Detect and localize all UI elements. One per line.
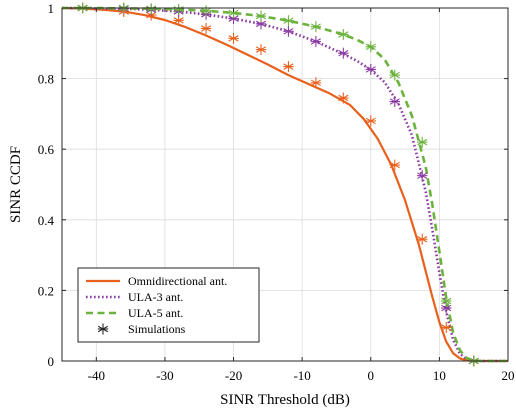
x-tick-label: 20: [502, 368, 515, 383]
simulation-marker: [145, 3, 157, 15]
x-tick-label: -30: [156, 368, 173, 383]
y-tick-label: 0.8: [38, 72, 54, 87]
y-tick-label: 0.2: [38, 283, 54, 298]
simulation-marker: [310, 21, 322, 33]
legend-item: Simulations: [97, 322, 186, 336]
simulation-marker: [255, 18, 267, 30]
y-axis-title: SINR CCDF: [8, 146, 24, 223]
y-tick-label: 1: [48, 1, 55, 16]
plot-frame: [61, 7, 509, 362]
legend-label: Simulations: [128, 322, 186, 336]
simulation-marker: [441, 321, 452, 333]
x-tick-label: -40: [88, 368, 105, 383]
legend-label: Omnidirectional ant.: [128, 274, 227, 288]
legend: Omnidirectional ant. ULA-3 ant. ULA-5 ant.…: [77, 267, 260, 343]
legend-item: Omnidirectional ant.: [86, 274, 227, 288]
simulation-marker: [283, 61, 294, 73]
legend-label: ULA-5 ant.: [128, 306, 183, 320]
simulation-marker: [389, 159, 401, 171]
simulation-marker: [255, 10, 267, 22]
simulation-marker: [97, 323, 109, 335]
axis-ticks: -40 -30 -20 -10 0 10 20 0 0.2 0.4 0.6 0.8 1: [38, 1, 515, 383]
y-tick-label: 0: [48, 354, 55, 369]
simulation-marker: [389, 96, 401, 108]
simulation-marker: [200, 5, 212, 17]
simulation-marker: [283, 15, 294, 27]
x-tick-label: -20: [225, 368, 242, 383]
simulation-marker: [283, 25, 294, 37]
simulation-marker: [338, 92, 349, 104]
simulation-marker: [255, 44, 267, 56]
simulation-marker: [228, 7, 239, 19]
x-tick-label: 0: [368, 368, 375, 383]
x-tick-label: 10: [433, 368, 446, 383]
simulation-marker: [310, 36, 322, 48]
legend-item: ULA-3 ant.: [86, 290, 183, 304]
simulation-marker: [441, 295, 452, 307]
simulation-marker: [417, 170, 428, 182]
simulation-marker: [200, 22, 212, 34]
simulation-marker: [417, 233, 428, 245]
legend-item: ULA-5 ant.: [86, 306, 183, 320]
x-axis-title: SINR Threshold (dB): [220, 392, 350, 408]
simulation-marker: [228, 32, 239, 44]
simulation-marker: [338, 28, 349, 40]
legend-label: ULA-3 ant.: [128, 290, 183, 304]
simulation-marker: [365, 63, 376, 75]
simulation-marker: [310, 77, 322, 89]
x-tick-label: -10: [293, 368, 310, 383]
simulation-marker: [365, 115, 376, 127]
simulation-marker: [389, 69, 401, 81]
simulation-marker: [338, 47, 349, 59]
simulation-marker: [417, 136, 428, 148]
y-tick-label: 0.6: [38, 142, 55, 157]
simulation-marker: [365, 41, 376, 53]
y-tick-label: 0.4: [38, 213, 55, 228]
series-line: [61, 6, 508, 363]
